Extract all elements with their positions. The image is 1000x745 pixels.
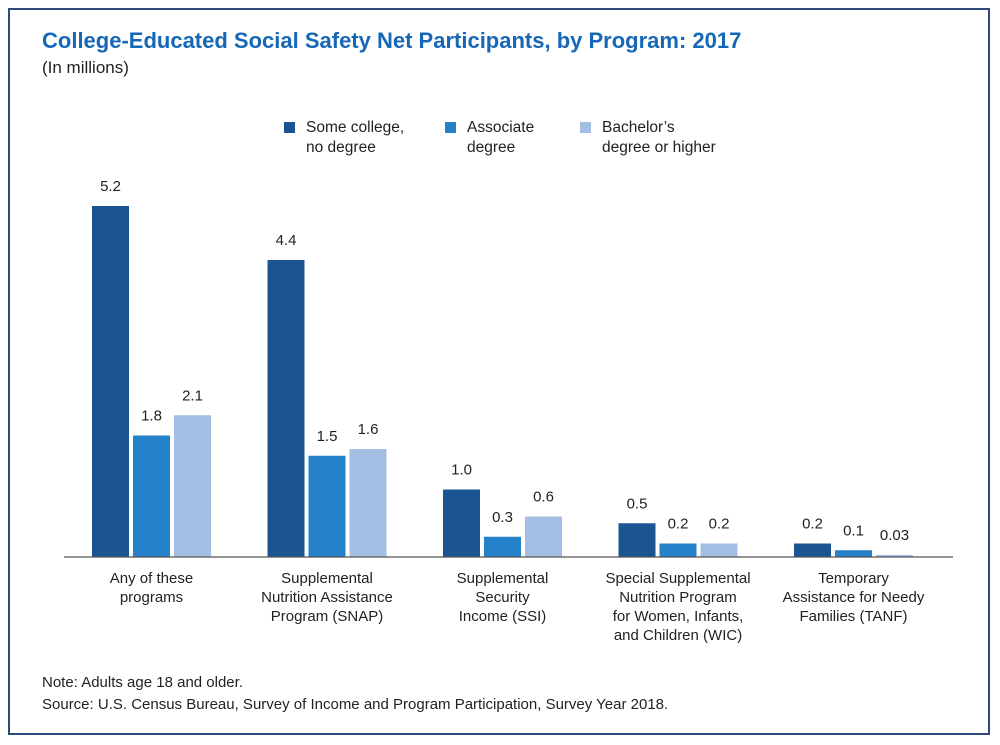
- bar-4-1: [835, 550, 872, 557]
- bar-4-2: [876, 554, 913, 557]
- bar-3-2: [700, 543, 738, 557]
- value-label-2-2: 0.6: [533, 489, 554, 506]
- value-label-0-0: 5.2: [100, 178, 121, 195]
- value-label-3-0: 0.5: [627, 495, 648, 512]
- chart-frame: [8, 8, 990, 735]
- value-label-2-0: 1.0: [451, 462, 472, 479]
- bar-2-0: [443, 489, 480, 557]
- note-text: Note: Adults age 18 and older.: [42, 674, 243, 691]
- legend-label-bachelors: Bachelor’s degree or higher: [602, 119, 716, 156]
- value-label-0-2: 2.1: [182, 387, 203, 404]
- bar-3-1: [659, 543, 697, 557]
- category-label-1: Supplemental Nutrition Assistance Program …: [261, 570, 393, 625]
- bar-1-1: [308, 455, 346, 557]
- bar-2-1: [484, 536, 521, 557]
- bar-4-0: [794, 543, 831, 557]
- value-label-1-1: 1.5: [317, 428, 338, 445]
- bar-1-2: [349, 449, 387, 557]
- value-label-4-2: 0.03: [880, 527, 909, 544]
- value-label-2-1: 0.3: [492, 509, 513, 526]
- category-label-2: Supplemental Security Income (SSI): [457, 570, 549, 625]
- value-label-0-1: 1.8: [141, 408, 162, 425]
- category-label-0: Any of these programs: [110, 570, 193, 606]
- legend-swatch-some-college: [284, 122, 295, 133]
- category-label-3: Special Supplemental Nutrition Program for…: [605, 570, 750, 644]
- value-label-3-2: 0.2: [709, 516, 730, 533]
- value-label-3-1: 0.2: [668, 516, 689, 533]
- bar-0-2: [174, 415, 211, 557]
- legend-label-some-college: Some college, no degree: [306, 119, 405, 156]
- notes: Note: Adults age 18 and older. Source: U…: [42, 672, 668, 716]
- source-text: Source: U.S. Census Bureau, Survey of In…: [42, 696, 669, 713]
- value-label-1-0: 4.4: [276, 232, 297, 249]
- bar-3-0: [618, 523, 656, 557]
- bar-0-1: [133, 435, 170, 557]
- legend-swatch-bachelors: [580, 122, 591, 133]
- legend-swatch-associate: [445, 122, 456, 133]
- value-label-4-1: 0.1: [843, 522, 864, 539]
- value-label-1-2: 1.6: [358, 421, 379, 438]
- value-label-4-0: 0.2: [802, 516, 823, 533]
- chart-subtitle: (In millions): [42, 58, 129, 77]
- category-label-4: Temporary Assistance for Needy Families (T…: [783, 570, 925, 625]
- chart-title: College-Educated Social Safety Net Parti…: [42, 28, 742, 53]
- legend-label-associate: Associate degree: [467, 119, 535, 156]
- bar-0-0: [92, 206, 129, 557]
- bar-2-2: [525, 516, 562, 557]
- bar-1-0: [267, 260, 305, 557]
